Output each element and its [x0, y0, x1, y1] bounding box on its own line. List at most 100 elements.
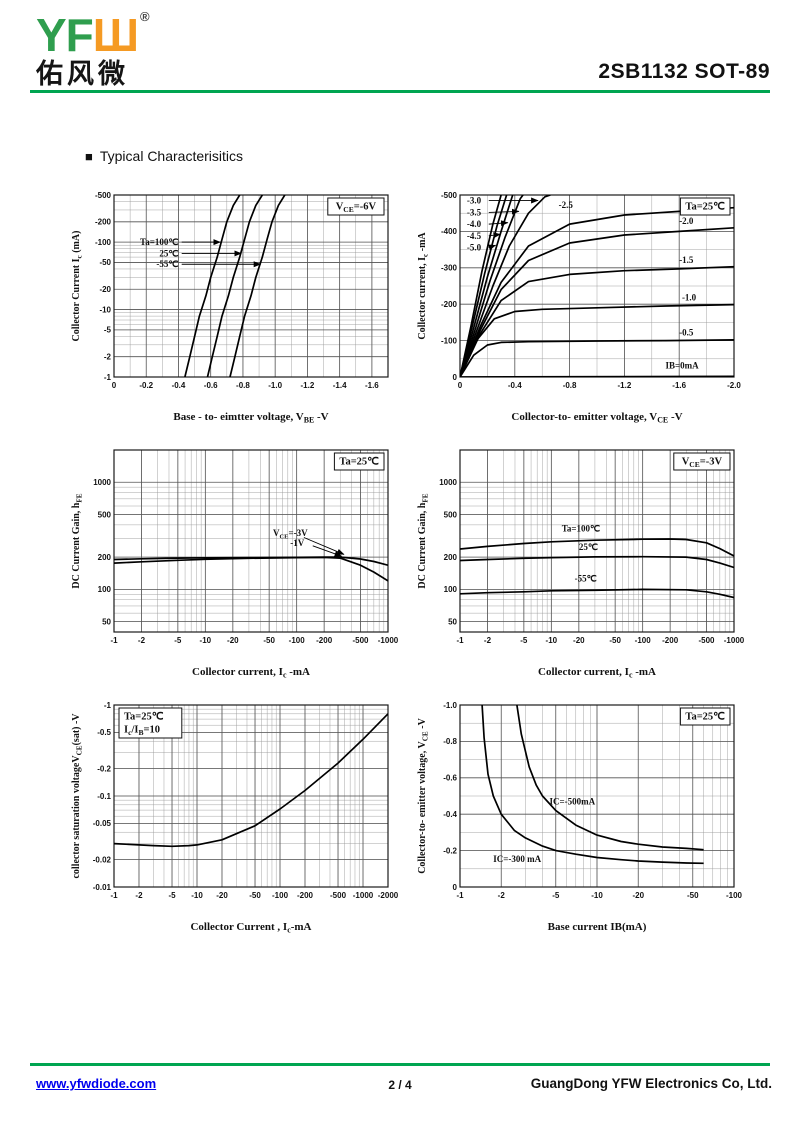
grid-lines	[113, 194, 389, 378]
x-tick-label: -1000	[378, 636, 399, 645]
x-tick-label: -1.2	[618, 381, 632, 390]
y-axis-title: DC Current Gain, hFE	[417, 493, 430, 588]
x-tick-label: -0.2	[139, 381, 153, 390]
chart-hfe-vs-ic-vce: -1 -2 -5 -10 -20 -50 -100 -200 -500 -1000 50 100 200…	[68, 438, 408, 683]
y-tick-label: 50	[102, 617, 111, 626]
x-tick-label: -20	[573, 636, 585, 645]
x-tick-label: -1.6	[672, 381, 686, 390]
logo-wordmark: YFШ ®	[36, 9, 150, 61]
condition-box	[333, 452, 385, 471]
annotation-label: -3.0	[467, 195, 482, 205]
series-curve-7	[460, 265, 734, 377]
series-label: -1.0	[682, 293, 697, 303]
y-tick-label: -0.5	[97, 728, 111, 737]
condition-box-text: VCE=-6V	[336, 202, 377, 215]
x-tick-label: -100	[635, 636, 652, 645]
chart-svg-c4: -1 -2 -5 -10 -20 -50 -100 -200 -500 -1000 50 100 200…	[417, 449, 745, 680]
y-tick-label: -400	[441, 227, 458, 236]
series-curve-0	[460, 538, 734, 557]
website-link[interactable]: www.yfwdiode.com	[36, 1076, 157, 1091]
x-tick-label: -500	[352, 636, 369, 645]
y-tick-label: 200	[444, 553, 458, 562]
x-tick-label: -2.0	[727, 381, 741, 390]
x-axis-title: Collector-to- emitter voltage, VCE -V	[511, 411, 682, 425]
series-curve-1	[481, 705, 704, 865]
y-tick-label: 500	[444, 510, 458, 519]
condition-box-text: Ta=25℃	[124, 711, 164, 723]
chart-collector-current-vs-vbe: 0 -0.2 -0.4 -0.6 -0.8 -1.0 -1.2 -1.4 -1.6 -1 -2 -5 -…	[68, 183, 408, 428]
annotation-label: -55℃	[156, 259, 178, 269]
x-tick-label: -500	[698, 636, 715, 645]
y-tick-label: 200	[98, 553, 112, 562]
x-tick-label: 0	[458, 381, 463, 390]
y-tick-label: 1000	[439, 478, 457, 487]
x-tick-label: -10	[546, 636, 558, 645]
condition-box-text: Ta=25℃	[685, 201, 725, 213]
x-tick-label: -5	[520, 636, 528, 645]
chart-svg-c5: -1 -2 -5 -10 -20 -50 -100 -200 -500 -1000 -2000 -0.…	[71, 701, 399, 935]
chart-svg-c6: -1 -2 -5 -10 -20 -50 -100 0 -0.2 -0.4 -0.6 -0.8 -1.0…	[417, 701, 743, 933]
x-tick-label: -100	[289, 636, 306, 645]
section-title-text: Typical Characterisitics	[99, 148, 244, 164]
y-tick-label: -50	[99, 258, 111, 267]
x-tick-label: -2	[484, 636, 492, 645]
annotation-arrow	[312, 545, 343, 557]
plot-border	[459, 449, 735, 633]
y-tick-label: 1000	[93, 478, 111, 487]
annotation-label: -1V	[290, 538, 304, 548]
logo-yf-text: YF	[36, 9, 94, 61]
x-tick-label: -100	[272, 891, 289, 900]
x-axis-title: Collector current, Ic -mA	[538, 666, 656, 680]
major-grid-lines	[113, 450, 389, 632]
plot-border	[113, 194, 389, 378]
registered-trademark-icon: ®	[140, 9, 150, 24]
x-tick-label: -50	[249, 891, 261, 900]
y-tick-label: 0	[453, 373, 458, 382]
series-label: IC=-300 mA	[493, 854, 541, 864]
series-curve-10	[460, 375, 734, 377]
series-curve-4	[460, 195, 551, 377]
x-tick-label: -50	[687, 891, 699, 900]
x-tick-label: -0.6	[204, 381, 218, 390]
y-tick-label: -5	[104, 326, 112, 335]
x-axis-title: Collector Current , Ic-mA	[190, 921, 311, 935]
x-tick-label: -1.6	[365, 381, 379, 390]
series-curve-9	[460, 339, 734, 377]
x-tick-label: -10	[591, 891, 603, 900]
series-label: IC=-500mA	[549, 796, 595, 806]
condition-box-text: Ta=25℃	[339, 456, 379, 468]
y-tick-label: 100	[98, 585, 112, 594]
y-axis-title: collector saturation voltageVCE(sat) -V	[71, 713, 84, 879]
y-tick-label: -0.2	[443, 846, 457, 855]
header-divider	[30, 90, 770, 93]
y-tick-label: -200	[441, 300, 458, 309]
annotation-arrow	[488, 232, 501, 239]
section-bullet-icon: ■	[85, 149, 93, 164]
annotation-label: -3.5	[467, 207, 482, 217]
chart-svg-c3: -1 -2 -5 -10 -20 -50 -100 -200 -500 -1000 50 100 200…	[71, 449, 399, 680]
x-tick-label: -1000	[353, 891, 374, 900]
logo-w-mark: Ш	[92, 9, 139, 61]
condition-box-text: Ta=25℃	[685, 711, 725, 723]
y-tick-label: -1	[104, 373, 112, 382]
x-axis-title: Base - to- eimtter voltage, VBE -V	[173, 411, 328, 425]
series-label: -1.5	[679, 255, 694, 265]
x-tick-label: -20	[227, 636, 239, 645]
y-tick-label: -20	[99, 285, 111, 294]
company-name: GuangDong YFW Electronics Co, Ltd.	[530, 1076, 772, 1091]
x-tick-label: -1	[456, 636, 464, 645]
y-tick-label: -0.02	[93, 855, 112, 864]
x-tick-label: -500	[330, 891, 347, 900]
x-tick-label: -1	[456, 891, 464, 900]
x-tick-label: -0.8	[236, 381, 250, 390]
x-tick-label: -2	[138, 636, 146, 645]
section-title: ■ Typical Characterisitics	[85, 148, 243, 164]
y-axis-title: Collector-to- emitter voltage, VCE -V	[417, 717, 430, 873]
series-curve-2	[229, 195, 286, 377]
x-tick-label: -1	[110, 891, 118, 900]
x-tick-label: -0.8	[563, 381, 577, 390]
y-tick-label: -0.01	[93, 883, 112, 892]
page-number: 2 / 4	[388, 1078, 412, 1092]
footer-divider	[30, 1063, 770, 1066]
